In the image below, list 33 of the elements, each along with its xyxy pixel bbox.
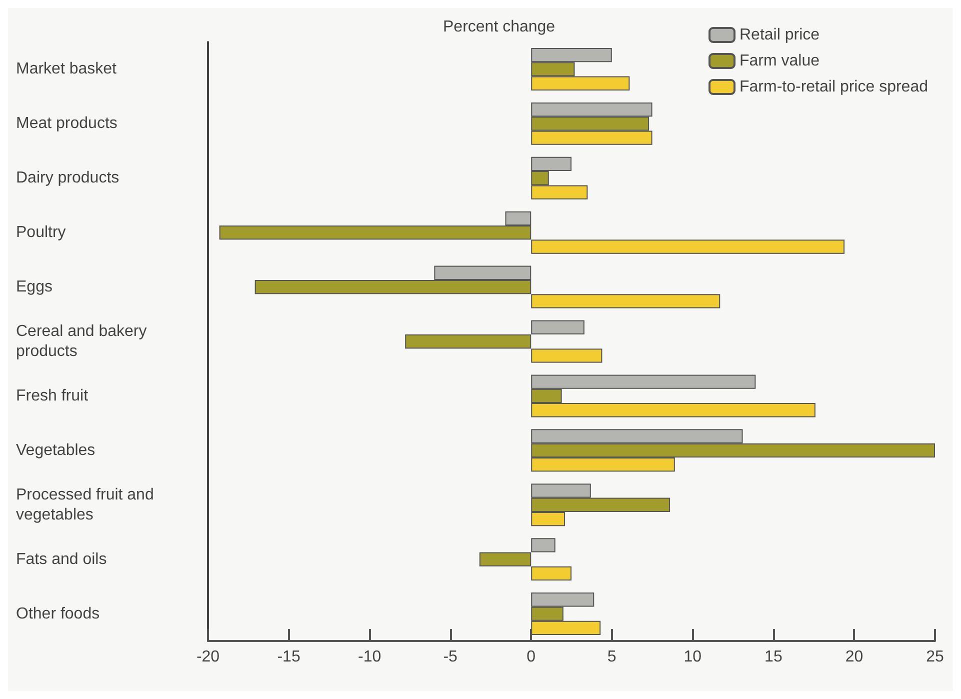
x-tick-label: -20	[196, 648, 220, 666]
bar	[531, 538, 556, 552]
y-tick-label: Processed fruit and vegetables	[16, 486, 158, 524]
x-tick-label: 15	[764, 648, 782, 666]
bar	[531, 566, 572, 581]
y-tick-label: Other foods	[16, 605, 100, 622]
y-tick-label: Eggs	[16, 278, 52, 296]
x-tick-label: 0	[526, 648, 536, 666]
y-tick-label: Fats and oils	[16, 550, 107, 568]
y-tick-label: Dairy products	[16, 170, 120, 187]
bar	[531, 240, 845, 254]
y-tick-label: Fresh fruit	[16, 387, 89, 404]
bar	[531, 320, 584, 334]
y-tick-label: Cereal and bakery products	[16, 323, 152, 360]
legend-label: Retail price	[740, 26, 820, 44]
x-tick-label: -15	[277, 648, 300, 666]
x-tick-label: -10	[358, 648, 382, 666]
y-tick-label: Meat products	[16, 115, 118, 132]
x-tick-label: 5	[607, 648, 616, 666]
y-tick-label: Vegetables	[16, 442, 96, 459]
x-tick-label: 20	[845, 648, 864, 666]
bar	[479, 552, 532, 566]
legend-label: Farm value	[740, 52, 820, 70]
legend-label: Farm-to-retail price spread	[740, 78, 928, 96]
y-tick-label: Poultry	[16, 224, 66, 242]
bar	[531, 348, 602, 363]
bar	[405, 334, 532, 349]
x-axis-title: Percent change	[443, 18, 556, 36]
x-tick-label: -5	[443, 648, 458, 666]
y-tick-label: Market basket	[16, 60, 118, 78]
x-tick-label: 25	[926, 648, 944, 666]
x-tick-label: 10	[684, 648, 702, 666]
bar	[531, 294, 720, 308]
